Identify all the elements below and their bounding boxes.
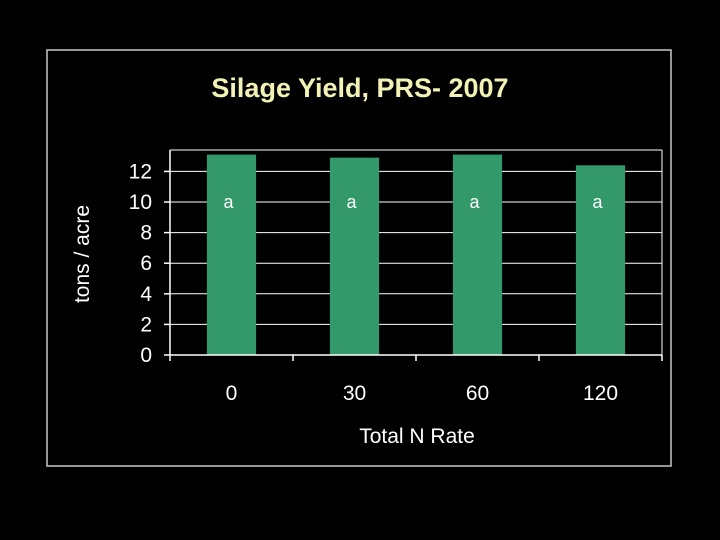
axes	[164, 150, 663, 361]
chart-frame	[46, 49, 672, 467]
y-tick-label: 10	[129, 191, 152, 214]
y-tick-labels: 0 2 4 6 8 10 12	[129, 160, 153, 367]
bar-30	[329, 157, 380, 355]
bar-120	[575, 165, 626, 355]
bars	[206, 154, 626, 355]
bar-0	[206, 154, 257, 355]
bar-significance-label: a	[469, 192, 480, 212]
y-tick-label: 2	[140, 313, 152, 336]
x-tick-label: 60	[466, 382, 489, 405]
chart-title: Silage Yield, PRS- 2007	[211, 73, 508, 103]
y-axis-label: tons / acre	[71, 205, 94, 303]
x-tick-label: 0	[226, 382, 238, 405]
x-tick-label: 120	[583, 382, 618, 405]
x-tick-label: 30	[343, 382, 366, 405]
bar-significance-label: a	[223, 192, 234, 212]
y-tick-label: 6	[140, 252, 152, 275]
y-tick-label: 0	[140, 344, 152, 367]
x-axis-label: Total N Rate	[359, 425, 475, 448]
y-tick-label: 4	[140, 283, 152, 306]
x-tick-labels: 0 30 60 120	[226, 382, 618, 405]
y-tick-label: 12	[129, 160, 152, 183]
y-tick-label: 8	[140, 222, 152, 245]
bar-60	[452, 154, 503, 355]
bar-significance-label: a	[346, 192, 357, 212]
bar-significance-label: a	[592, 192, 603, 212]
